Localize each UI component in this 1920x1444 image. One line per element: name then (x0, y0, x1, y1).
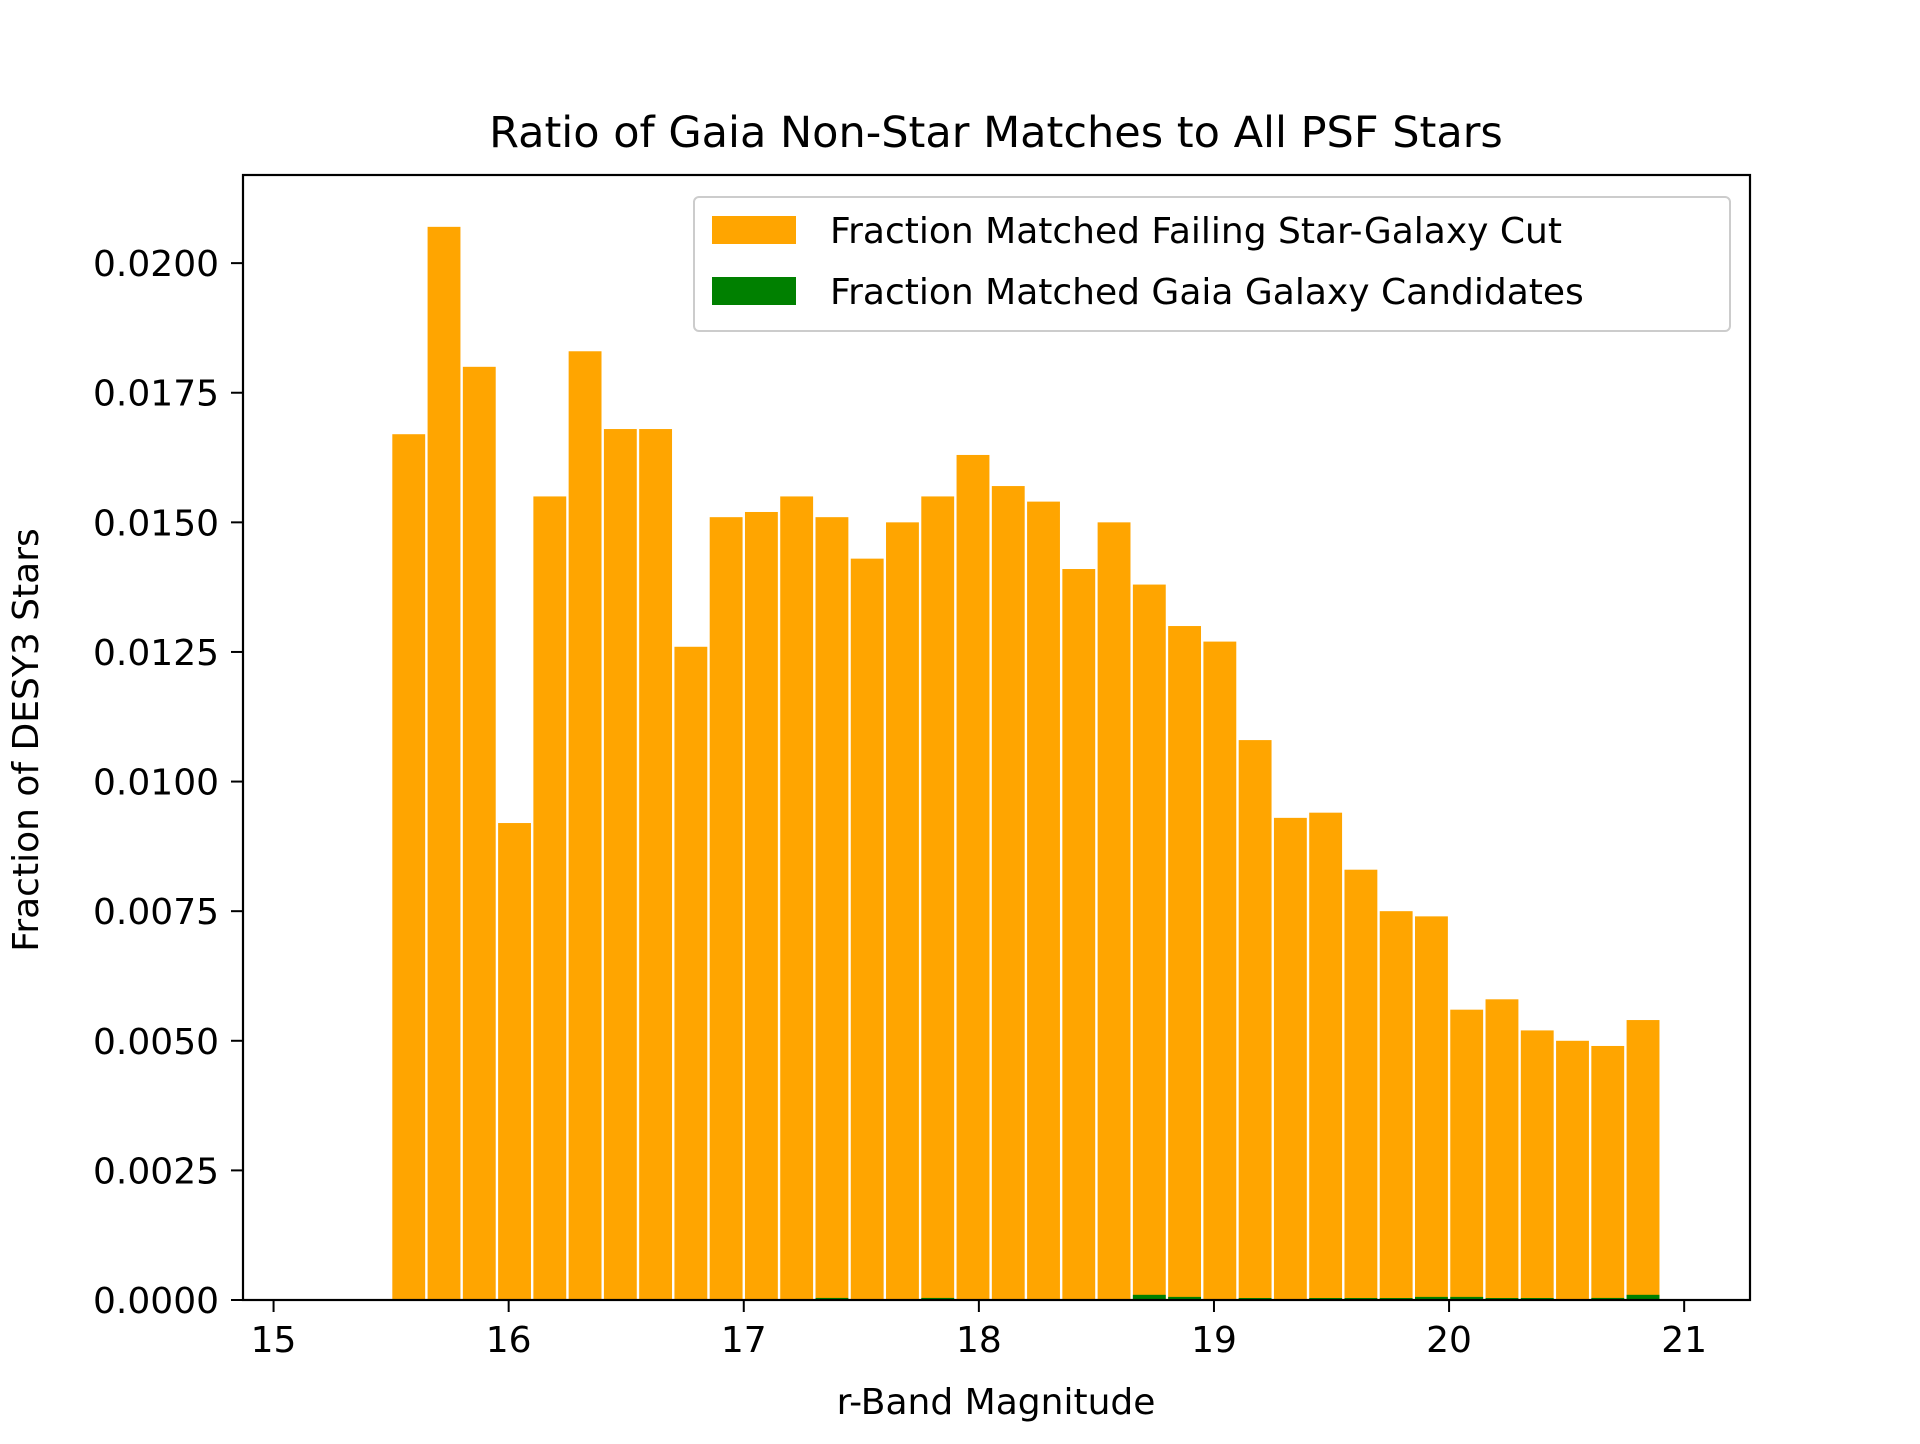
legend-label-gaia-galaxy: Fraction Matched Gaia Galaxy Candidates (830, 272, 1584, 313)
bar-failing-cut (1450, 1009, 1484, 1300)
bar-failing-cut (1415, 916, 1448, 1300)
x-tick-label: 15 (251, 1320, 297, 1361)
plot-frame (241, 173, 1752, 1302)
legend-label-failing-cut: Fraction Matched Failing Star-Galaxy Cut (830, 211, 1562, 252)
x-tick-label: 20 (1426, 1320, 1472, 1361)
bar-failing-cut (1626, 1020, 1660, 1300)
bar-failing-cut (886, 522, 919, 1300)
bars-layer (392, 226, 1660, 1301)
bar-failing-cut (1238, 740, 1272, 1300)
bar-failing-cut (991, 486, 1025, 1300)
bar-failing-cut (1273, 817, 1307, 1300)
bar-failing-cut (921, 496, 955, 1300)
bar-failing-cut (639, 429, 673, 1301)
bar-gaia-galaxy (1450, 1296, 1484, 1300)
y-tick-label: 0.0025 (93, 1151, 219, 1192)
legend-swatch-gaia-galaxy (712, 277, 796, 305)
bar-gaia-galaxy (1132, 1294, 1166, 1300)
bar-failing-cut (1556, 1040, 1589, 1300)
bar-failing-cut (1309, 812, 1343, 1300)
y-tick-label: 0.0050 (93, 1022, 219, 1063)
bar-failing-cut (1027, 501, 1060, 1300)
bar-failing-cut (1591, 1045, 1625, 1300)
bar-failing-cut (568, 351, 602, 1300)
bar-failing-cut (709, 517, 743, 1300)
bar-failing-cut (744, 511, 778, 1300)
bar-failing-cut (498, 823, 531, 1300)
legend: Fraction Matched Failing Star-Galaxy Cut… (693, 196, 1731, 332)
y-axis-label: Fraction of DESY3 Stars (6, 528, 47, 952)
y-tick-label: 0.0100 (93, 763, 219, 804)
axes-layer: 15 16 17 18 19 20 21 0.0000 0.0025 0.0050 0.0075 0.… (93, 173, 1752, 1361)
bar-failing-cut (956, 454, 990, 1300)
x-tick-label: 18 (956, 1320, 1002, 1361)
bar-failing-cut (1097, 522, 1131, 1300)
bar-failing-cut (1520, 1030, 1554, 1300)
y-tick-label: 0.0150 (93, 503, 219, 544)
x-tick-label: 17 (721, 1320, 767, 1361)
bar-gaia-galaxy (1626, 1294, 1660, 1300)
bar-failing-cut (674, 646, 708, 1300)
y-tick-label: 0.0075 (93, 892, 219, 933)
x-tick-label: 16 (486, 1320, 532, 1361)
bar-failing-cut (1379, 911, 1413, 1300)
bar-gaia-galaxy (1415, 1296, 1448, 1300)
bar-failing-cut (392, 434, 426, 1301)
y-tick-label: 0.0125 (93, 633, 219, 674)
x-axis-label: r-Band Magnitude (837, 1382, 1156, 1423)
bar-failing-cut (533, 496, 567, 1300)
bar-failing-cut (850, 558, 884, 1300)
bar-failing-cut (1344, 869, 1378, 1300)
bar-failing-cut (427, 226, 461, 1301)
bar-failing-cut (1132, 584, 1166, 1300)
bar-gaia-galaxy (1168, 1296, 1202, 1300)
x-tick-label: 21 (1661, 1320, 1707, 1361)
x-tick-label: 19 (1191, 1320, 1237, 1361)
y-tick-label: 0.0175 (93, 374, 219, 415)
y-tick-label: 0.0200 (93, 244, 219, 285)
legend-frame (693, 196, 1731, 332)
bar-failing-cut (1168, 626, 1202, 1300)
bar-failing-cut (1062, 569, 1096, 1300)
bar-failing-cut (603, 429, 637, 1301)
chart-title: Ratio of Gaia Non-Star Matches to All PS… (489, 108, 1503, 158)
bar-failing-cut (815, 517, 849, 1300)
bar-failing-cut (462, 366, 496, 1300)
legend-swatch-failing-cut (712, 216, 796, 244)
bar-failing-cut (1485, 999, 1519, 1300)
bar-failing-cut (780, 496, 814, 1300)
bar-failing-cut (1203, 641, 1237, 1300)
y-tick-label: 0.0000 (93, 1281, 219, 1322)
